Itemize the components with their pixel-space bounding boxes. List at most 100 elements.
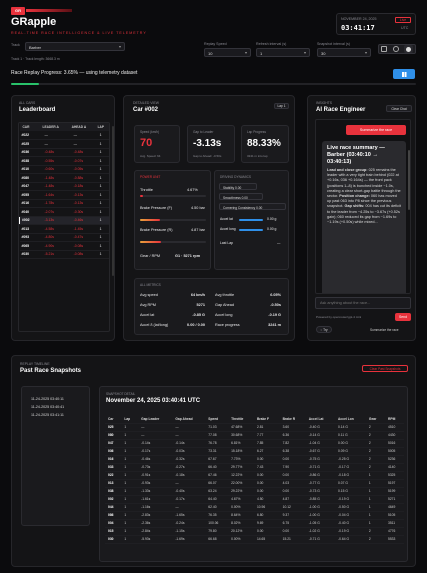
- snapshot-cell: -0.14s: [138, 439, 173, 448]
- scrollbar[interactable]: [112, 126, 114, 276]
- leaderboard-row[interactable]: #010 -0.60s -0.05s 1: [19, 165, 109, 174]
- metric-value: 5271: [196, 303, 205, 307]
- snapshot-cell: -0.19 G: [335, 495, 366, 504]
- leaderboard-row[interactable]: #065 -4.90s -0.08s 1: [19, 241, 109, 251]
- try-button[interactable]: ○ Try: [316, 326, 332, 333]
- snapshot-column-header[interactable]: Car: [105, 415, 122, 424]
- refresh-select[interactable]: 1 ▾: [256, 48, 310, 57]
- snapshot-cell: -1.00 G: [305, 503, 336, 512]
- throttle-label: Throttle: [140, 188, 153, 192]
- leaderboard-row[interactable]: #047 -1.48s -0.18s 1: [19, 182, 109, 191]
- snapshot-cell: 1: [121, 439, 139, 448]
- lap-number: 1: [97, 207, 109, 217]
- gear-value: G1 · 5271 rpm: [175, 254, 201, 258]
- snapshot-cell: 0.00: [253, 479, 280, 488]
- leaderboard-row[interactable]: #025— —1: [19, 139, 109, 149]
- replay-title: Past Race Snapshots: [20, 368, 82, 374]
- leader-gap: -4.80s: [42, 233, 72, 242]
- snapshot-row: 086 1 -2.83s -1.65s 76.35 8.64% 6.80 9.37 -1.00 …: [105, 511, 404, 520]
- snapshot-column-header[interactable]: Throttle: [228, 415, 254, 424]
- snapshot-cell: -0.40 G: [305, 423, 336, 432]
- snapshot-cell: 2: [365, 439, 386, 448]
- clear-chat-button[interactable]: Clear Chat: [386, 105, 412, 112]
- snapshot-cell: 2: [365, 447, 386, 456]
- snapshot-cell: -1.61s: [138, 495, 173, 504]
- metric-label: Accel lat: [140, 313, 155, 317]
- try-suggestion[interactable]: Summarize the race: [370, 328, 399, 332]
- leaderboard-row[interactable]: #013 -4.58s -1.45s 1: [19, 224, 109, 234]
- snapshot-timestamp[interactable]: 11-24-2025 03:40:41: [31, 405, 65, 409]
- clear-snapshots-button[interactable]: Clear Past Snapshots: [362, 365, 408, 372]
- car-number: #025: [19, 139, 43, 149]
- leader-gap: —: [42, 139, 72, 149]
- snapshot-cell: 0.00: [253, 471, 280, 480]
- chat-input[interactable]: [315, 297, 411, 309]
- car-number: #002: [19, 216, 43, 225]
- snapshot-column-header[interactable]: Gap Leader: [138, 415, 173, 424]
- snapshot-cell: 4140: [385, 463, 404, 472]
- snapshot-cell: 66.68: [205, 535, 229, 544]
- app-tagline: REAL-TIME RACE INTELLIGENCE & LIVE TELEM…: [11, 31, 147, 35]
- snapshot-cell: 9.37: [279, 511, 306, 520]
- dark-theme-icon[interactable]: [404, 45, 413, 53]
- lap-number: 1: [97, 199, 109, 208]
- leaderboard-row[interactable]: #030 -5.21s -0.08s 1: [19, 250, 109, 259]
- snapshot-cell: 66.07: [205, 479, 229, 488]
- col-lap[interactable]: LAP: [97, 125, 104, 129]
- snapshot-cell: -1.33s: [138, 487, 173, 496]
- snapshot-cell: 7.90: [279, 463, 306, 472]
- light-theme-icon[interactable]: [393, 46, 399, 52]
- leaderboard-row[interactable]: #040 -2.07s -0.30s 1: [19, 207, 109, 217]
- snapshot-detail: SNAPSHOT DETAIL November 24, 2025 03:40:…: [99, 386, 408, 562]
- snapshot-column-header[interactable]: Accel Lon: [335, 415, 366, 424]
- snapshot-column-header[interactable]: Accel Lat: [305, 415, 336, 424]
- speed-select[interactable]: 10 ▾: [204, 48, 251, 57]
- ahead-gap: -0.08s: [71, 241, 98, 251]
- leaderboard-row[interactable]: #055 -1.64s -0.13s 1: [19, 190, 109, 200]
- snapshot-cell: -0.17s: [172, 495, 206, 504]
- system-theme-icon[interactable]: [381, 46, 387, 52]
- snapshot-cell: 76.78: [205, 439, 229, 448]
- snapshot-column-header[interactable]: Brake R: [279, 415, 306, 424]
- ahead-gap: -0.13s: [71, 199, 98, 208]
- leaderboard-row[interactable]: #036 -0.48s -0.48s 1: [19, 148, 109, 157]
- leaderboard-row[interactable]: #038 -0.55s -0.07s 1: [19, 156, 109, 166]
- pause-button[interactable]: [393, 69, 415, 79]
- snapshot-column-header[interactable]: Gap Ahead: [172, 415, 206, 424]
- snapshot-select[interactable]: 30 ▾: [317, 48, 371, 57]
- col-leader[interactable]: LEADER Δ: [42, 125, 59, 129]
- col-ahead[interactable]: AHEAD Δ: [71, 125, 87, 129]
- leaderboard-row[interactable]: #002 -3.13s -0.46s 1: [19, 216, 109, 225]
- gap-value: -3.13s: [193, 138, 222, 149]
- snapshot-column-header[interactable]: RPM: [385, 415, 404, 424]
- lap-progress-value: 88.33%: [247, 138, 281, 149]
- snapshot-select-value: 30: [321, 51, 326, 56]
- snapshot-cell: 73.31: [205, 447, 229, 456]
- track-select[interactable]: Barber ▾: [25, 42, 125, 51]
- snapshot-cell: -0.85 G: [305, 495, 336, 504]
- leaderboard-row[interactable]: #080 -1.48s -0.88s 1: [19, 173, 109, 183]
- chat-area[interactable]: Summarize the race Live race summary — B…: [315, 119, 411, 294]
- leaderboard-row[interactable]: #016 -1.78s -0.13s 1: [19, 199, 109, 208]
- snapshot-cell: -0.77 G: [305, 479, 336, 488]
- snapshot-column-header[interactable]: Lap: [121, 415, 139, 424]
- snapshot-cell: 2: [365, 527, 386, 536]
- snapshot-timestamp[interactable]: 11-24-2025 03:41:11: [31, 413, 64, 417]
- leaderboard-row[interactable]: #022— —1: [19, 131, 109, 140]
- chat-scrollbar[interactable]: [408, 150, 410, 210]
- snapshot-cell: 047: [105, 439, 122, 448]
- snapshot-column-header[interactable]: Brake F: [253, 415, 280, 424]
- col-car[interactable]: CAR: [22, 125, 30, 129]
- snapshot-cell: 6.75: [279, 519, 306, 528]
- leaderboard-row[interactable]: #093 -4.80s -0.47s 1: [19, 233, 109, 242]
- snapshot-row: 004 1 -2.36s -0.24s 100.06 8.02% 9.69 6.75 -1.05…: [105, 519, 404, 528]
- send-button[interactable]: Send: [395, 313, 411, 321]
- snapshot-column-header[interactable]: Gear: [365, 415, 386, 424]
- snapshot-cell: 1: [121, 455, 139, 464]
- snapshot-cell: 013: [105, 479, 122, 488]
- ahead-gap: -0.30s: [71, 207, 98, 217]
- ahead-gap: —: [71, 139, 98, 149]
- snapshot-timestamp[interactable]: 11-24-2025 03:40:11: [31, 397, 64, 401]
- snapshot-column-header[interactable]: Speed: [205, 415, 229, 424]
- snapshot-cell: 1: [365, 471, 386, 480]
